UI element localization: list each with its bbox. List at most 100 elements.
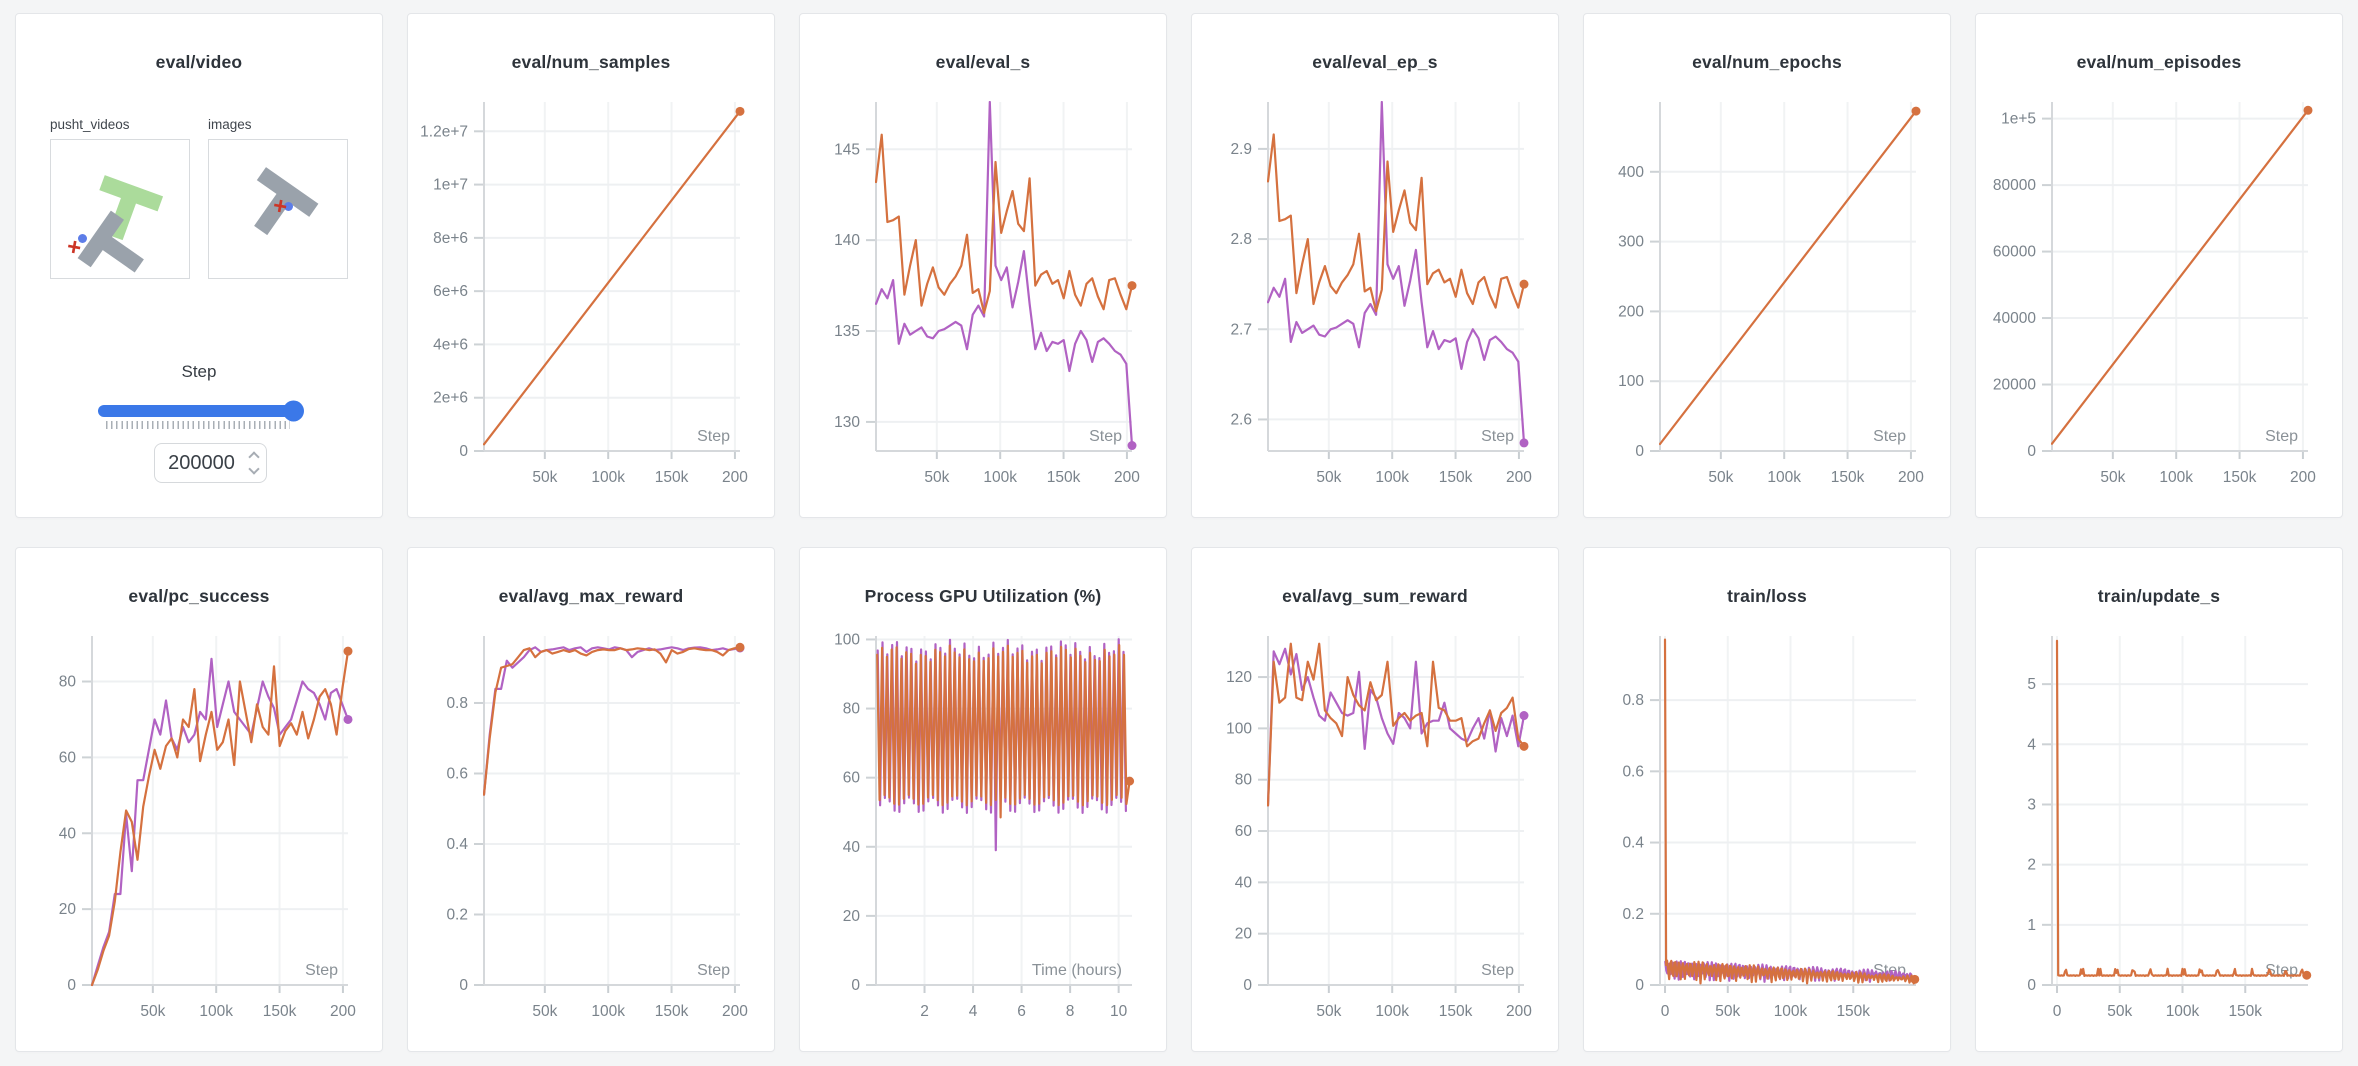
panel-eval-avg-max-reward[interactable]: eval/avg_max_reward 50k 100k 150k 200 0 0.2 0.… bbox=[407, 547, 775, 1052]
step-input[interactable] bbox=[154, 443, 267, 483]
svg-text:0.4: 0.4 bbox=[446, 836, 468, 853]
chart-title: eval/num_episodes bbox=[2076, 51, 2242, 72]
svg-text:100k: 100k bbox=[2166, 1003, 2200, 1020]
panel-eval-eval-ep-s[interactable]: eval/eval_ep_s 50k 100k 150k 200 2.6 2.7 2.8 2.… bbox=[1191, 13, 1559, 518]
series-line-purple bbox=[1267, 101, 1526, 444]
chart-title: eval/pc_success bbox=[128, 585, 270, 606]
svg-text:200: 200 bbox=[722, 1003, 748, 1020]
svg-text:150k: 150k bbox=[263, 1003, 297, 1020]
svg-text:200: 200 bbox=[1898, 469, 1924, 486]
svg-text:100k: 100k bbox=[2159, 469, 2193, 486]
svg-text:120: 120 bbox=[1226, 669, 1252, 686]
slider-tick-ruler bbox=[106, 421, 290, 429]
svg-text:0: 0 bbox=[2027, 977, 2036, 994]
series-line-orange bbox=[1663, 638, 1916, 985]
series-line-orange bbox=[1267, 133, 1526, 313]
images-thumbnail[interactable]: + bbox=[208, 139, 348, 279]
svg-text:100: 100 bbox=[1618, 373, 1644, 390]
series-line-orange bbox=[1659, 110, 1918, 446]
svg-text:20000: 20000 bbox=[1993, 377, 2036, 394]
svg-text:50k: 50k bbox=[1316, 1003, 1341, 1020]
x-axis-label: Step bbox=[305, 962, 338, 979]
svg-text:400: 400 bbox=[1618, 164, 1644, 181]
svg-text:50k: 50k bbox=[532, 1003, 557, 1020]
series-line-purple bbox=[91, 657, 350, 987]
svg-text:150k: 150k bbox=[2228, 1003, 2262, 1020]
svg-text:0.8: 0.8 bbox=[1622, 692, 1644, 709]
svg-text:100k: 100k bbox=[1375, 1003, 1409, 1020]
svg-text:0: 0 bbox=[2027, 443, 2036, 460]
panel-eval-num-episodes[interactable]: eval/num_episodes 50k 100k 150k 200 0 20000 40… bbox=[1975, 13, 2343, 518]
svg-text:100k: 100k bbox=[1774, 1003, 1808, 1020]
series-line-orange bbox=[2055, 639, 2308, 978]
svg-text:150k: 150k bbox=[655, 469, 689, 486]
step-slider-thumb[interactable] bbox=[283, 400, 304, 422]
svg-text:100k: 100k bbox=[591, 1003, 625, 1020]
x-axis-label: Step bbox=[1873, 428, 1906, 445]
svg-text:20: 20 bbox=[843, 908, 861, 925]
svg-text:50k: 50k bbox=[532, 469, 557, 486]
svg-text:10: 10 bbox=[1110, 1003, 1128, 1020]
svg-text:6: 6 bbox=[1017, 1003, 1026, 1020]
svg-text:40: 40 bbox=[1235, 874, 1253, 891]
svg-text:4: 4 bbox=[2027, 736, 2036, 753]
x-axis-label: Step bbox=[697, 428, 730, 445]
svg-text:0: 0 bbox=[459, 443, 468, 460]
svg-text:200: 200 bbox=[1506, 1003, 1532, 1020]
svg-text:50k: 50k bbox=[1715, 1003, 1740, 1020]
step-increment-icon[interactable] bbox=[248, 451, 260, 463]
svg-text:0: 0 bbox=[67, 977, 76, 994]
panel-eval-pc-success[interactable]: eval/pc_success 50k 100k 150k 200 0 20 40 60 80 S… bbox=[15, 547, 383, 1052]
chart-canvas: 50k 100k 150k 200 130 135 140 145 Step bbox=[834, 101, 1140, 486]
svg-text:200: 200 bbox=[1114, 469, 1140, 486]
panel-train-update-s[interactable]: train/update_s 0 50k 100k 150k 0 1 2 3 4 5 Step bbox=[1975, 547, 2343, 1052]
pusht-video-thumbnail[interactable]: + bbox=[50, 139, 190, 279]
panel-eval-video[interactable]: eval/video pusht_videos images + + Step bbox=[15, 13, 383, 518]
svg-text:2.7: 2.7 bbox=[1230, 321, 1252, 338]
svg-text:200: 200 bbox=[722, 469, 748, 486]
svg-text:1e+7: 1e+7 bbox=[433, 177, 468, 194]
svg-text:0: 0 bbox=[459, 977, 468, 994]
svg-text:0: 0 bbox=[2053, 1003, 2062, 1020]
x-axis-label: Step bbox=[1089, 428, 1122, 445]
step-slider[interactable] bbox=[98, 400, 304, 422]
svg-text:150k: 150k bbox=[1836, 1003, 1870, 1020]
svg-text:2.9: 2.9 bbox=[1230, 141, 1252, 158]
series-line-purple bbox=[483, 646, 742, 796]
svg-text:2.6: 2.6 bbox=[1230, 411, 1252, 428]
panel-train-loss[interactable]: train/loss 0 50k 100k 150k 0 0.2 0.4 0.6 0.8 Step bbox=[1583, 547, 1951, 1052]
pusht-videos-label: pusht_videos bbox=[50, 117, 130, 132]
series-line-orange bbox=[2051, 109, 2310, 445]
svg-text:150k: 150k bbox=[1831, 469, 1865, 486]
svg-text:1.2e+7: 1.2e+7 bbox=[420, 123, 468, 140]
svg-text:140: 140 bbox=[834, 232, 860, 249]
panel-title: eval/video bbox=[155, 51, 243, 72]
svg-text:80: 80 bbox=[1235, 772, 1253, 789]
svg-text:100k: 100k bbox=[1375, 469, 1409, 486]
chart-canvas: 50k 100k 150k 200 0 20 40 60 80 Step bbox=[59, 636, 356, 1020]
svg-text:100: 100 bbox=[834, 631, 860, 648]
chart-title: eval/eval_s bbox=[935, 51, 1031, 72]
svg-text:100k: 100k bbox=[1767, 469, 1801, 486]
svg-text:150k: 150k bbox=[655, 1003, 689, 1020]
panel-eval-num-epochs[interactable]: eval/num_epochs 50k 100k 150k 200 0 100 200 300… bbox=[1583, 13, 1951, 518]
panel-eval-num-samples[interactable]: eval/num_samples 50k 100k 150k 200 0 2e+6 4e+6… bbox=[407, 13, 775, 518]
svg-text:150k: 150k bbox=[1047, 469, 1081, 486]
svg-text:8: 8 bbox=[1066, 1003, 1075, 1020]
panel-process-gpu-utilization[interactable]: Process GPU Utilization (%) 2 4 6 8 10 0 20 40 6… bbox=[799, 547, 1167, 1052]
chart-canvas: 50k 100k 150k 200 0 20 40 60 80 100 120 Step bbox=[1226, 636, 1532, 1020]
panel-eval-avg-sum-reward[interactable]: eval/avg_sum_reward 50k 100k 150k 200 0 20 40 6… bbox=[1191, 547, 1559, 1052]
step-decrement-icon[interactable] bbox=[248, 463, 260, 475]
svg-text:0: 0 bbox=[851, 977, 860, 994]
panel-eval-eval-s[interactable]: eval/eval_s 50k 100k 150k 200 130 135 140 145 St… bbox=[799, 13, 1167, 518]
svg-text:60: 60 bbox=[1235, 823, 1253, 840]
svg-text:5: 5 bbox=[2027, 676, 2036, 693]
step-slider-label: Step bbox=[181, 362, 217, 381]
svg-text:8e+6: 8e+6 bbox=[433, 230, 468, 247]
chart-title: eval/eval_ep_s bbox=[1312, 51, 1438, 72]
svg-text:80: 80 bbox=[843, 701, 861, 718]
svg-text:150k: 150k bbox=[1439, 1003, 1473, 1020]
